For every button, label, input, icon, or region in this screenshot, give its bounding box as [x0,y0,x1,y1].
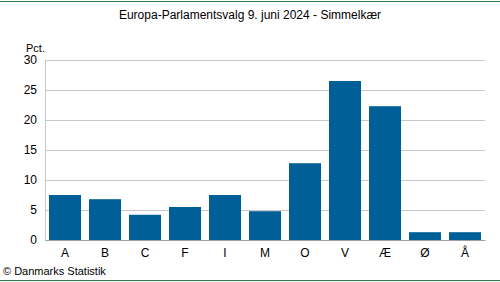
bar [89,199,121,240]
source: © Danmarks Statistik [3,265,106,277]
grid-line [45,180,485,181]
x-tick-label: Æ [379,246,391,260]
x-tick: Æ [379,240,391,260]
x-tick-label: A [61,246,69,260]
x-tick: Ø [420,240,429,260]
y-tick-label: 0 [30,233,37,247]
grid-line [45,120,485,121]
grid-line [45,60,485,61]
y-tick: 0 [30,233,45,247]
bar [369,106,401,240]
y-tick-label: 30 [24,53,38,67]
bar [209,195,241,240]
bar [449,232,481,240]
y-tick-label: 15 [24,143,38,157]
x-tick: B [101,240,109,260]
x-tick-label: Ø [420,246,429,260]
chart: Europa-Parlamentsvalg 9. juni 2024 - Sim… [0,0,500,282]
x-tick-label: V [341,246,349,260]
bar [129,215,161,240]
x-tick: O [300,240,309,260]
x-axis-line [46,240,486,241]
x-tick: Å [461,240,469,260]
y-tick: 10 [24,173,45,187]
y-tick-label: 20 [24,113,38,127]
y-tick: 30 [24,53,45,67]
x-tick-label: O [300,246,309,260]
grid-line [45,240,485,241]
y-tick: 5 [30,203,45,217]
bar [169,207,201,240]
y-tick: 25 [24,83,45,97]
x-tick-label: I [223,246,226,260]
x-tick: I [223,240,226,260]
x-tick: M [260,240,270,260]
plot: 0 5 10 15 20 25 30 A B C F I M O V Æ Ø Å [24,53,486,259]
bars [49,81,481,240]
x-tick-label: Å [461,245,469,260]
x-tick: V [341,240,349,260]
x-tick-label: C [141,246,150,260]
x-tick: C [141,240,150,260]
y-tick-label: 10 [24,173,38,187]
y-axis: 0 5 10 15 20 25 30 [24,53,46,247]
y-tick: 15 [24,143,45,157]
y-tick-label: 25 [24,83,38,97]
x-tick: A [61,240,69,260]
x-tick-label: M [260,246,270,260]
grid [45,61,485,241]
bar [49,195,81,240]
bar [249,211,281,240]
y-tick: 20 [24,113,45,127]
x-tick-label: B [101,246,109,260]
y-axis-line [45,61,46,241]
grid-line [45,90,485,91]
bottom-rule [0,280,500,281]
title: Europa-Parlamentsvalg 9. juni 2024 - Sim… [119,8,381,22]
bar [289,163,321,240]
x-axis: ABCFIMOVÆØÅ [46,240,486,260]
x-tick-label: F [181,246,188,260]
top-rule [0,1,500,2]
y-axis-title: Pct. [26,42,45,54]
bar [329,81,361,240]
x-tick: F [181,240,188,260]
bar [409,232,441,240]
grid-line [45,150,485,151]
y-tick-label: 5 [30,203,37,217]
